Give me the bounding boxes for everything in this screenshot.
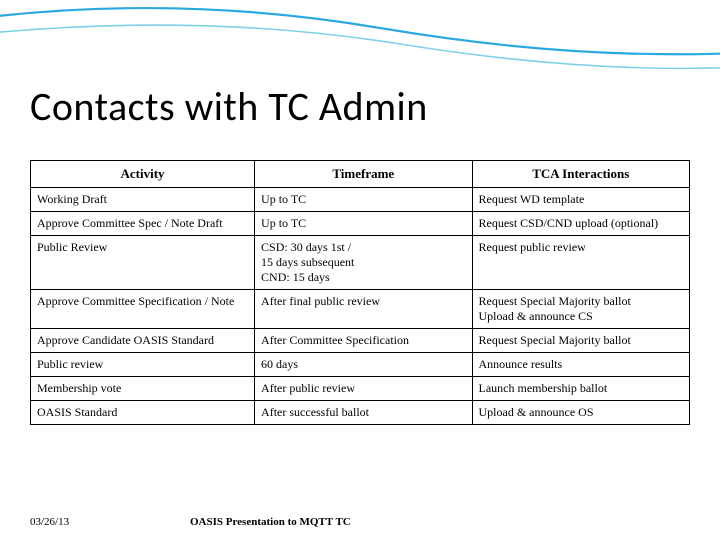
cell-timeframe: After successful ballot	[255, 401, 472, 425]
cell-activity: Membership vote	[31, 377, 255, 401]
activity-table-container: Activity Timeframe TCA Interactions Work…	[30, 160, 690, 425]
col-header-interactions: TCA Interactions	[472, 161, 689, 188]
cell-interactions: Request WD template	[472, 188, 689, 212]
cell-interactions: Launch membership ballot	[472, 377, 689, 401]
cell-interactions: Request CSD/CND upload (optional)	[472, 212, 689, 236]
cell-interactions: Request Special Majority ballot	[472, 329, 689, 353]
decorative-swoosh	[0, 0, 720, 70]
cell-timeframe: Up to TC	[255, 212, 472, 236]
cell-interactions: Announce results	[472, 353, 689, 377]
cell-activity: Approve Committee Specification / Note	[31, 290, 255, 329]
cell-timeframe: 60 days	[255, 353, 472, 377]
slide-title: Contacts with TC Admin	[30, 82, 428, 131]
footer-presentation-title: OASIS Presentation to MQTT TC	[190, 516, 351, 528]
cell-timeframe: After public review	[255, 377, 472, 401]
table-row: Public Review CSD: 30 days 1st /15 days …	[31, 236, 690, 290]
cell-activity: Approve Committee Spec / Note Draft	[31, 212, 255, 236]
slide: Contacts with TC Admin Activity Timefram…	[0, 0, 720, 540]
col-header-timeframe: Timeframe	[255, 161, 472, 188]
cell-interactions: Request public review	[472, 236, 689, 290]
cell-activity: Public Review	[31, 236, 255, 290]
cell-timeframe: CSD: 30 days 1st /15 days subsequentCND:…	[255, 236, 472, 290]
cell-timeframe: Up to TC	[255, 188, 472, 212]
table-header-row: Activity Timeframe TCA Interactions	[31, 161, 690, 188]
cell-activity: Public review	[31, 353, 255, 377]
footer-date: 03/26/13	[30, 516, 69, 528]
swoosh-line-2	[0, 25, 720, 68]
table-row: Membership vote After public review Laun…	[31, 377, 690, 401]
activity-table: Activity Timeframe TCA Interactions Work…	[30, 160, 690, 425]
table-row: OASIS Standard After successful ballot U…	[31, 401, 690, 425]
table-row: Public review 60 days Announce results	[31, 353, 690, 377]
col-header-activity: Activity	[31, 161, 255, 188]
cell-activity: Approve Candidate OASIS Standard	[31, 329, 255, 353]
cell-timeframe: After Committee Specification	[255, 329, 472, 353]
swoosh-line-1	[0, 8, 720, 54]
table-row: Approve Candidate OASIS Standard After C…	[31, 329, 690, 353]
table-row: Approve Committee Spec / Note Draft Up t…	[31, 212, 690, 236]
cell-interactions: Request Special Majority ballotUpload & …	[472, 290, 689, 329]
cell-activity: Working Draft	[31, 188, 255, 212]
cell-interactions: Upload & announce OS	[472, 401, 689, 425]
table-body: Working Draft Up to TC Request WD templa…	[31, 188, 690, 425]
cell-activity: OASIS Standard	[31, 401, 255, 425]
cell-timeframe: After final public review	[255, 290, 472, 329]
table-row: Working Draft Up to TC Request WD templa…	[31, 188, 690, 212]
table-row: Approve Committee Specification / Note A…	[31, 290, 690, 329]
